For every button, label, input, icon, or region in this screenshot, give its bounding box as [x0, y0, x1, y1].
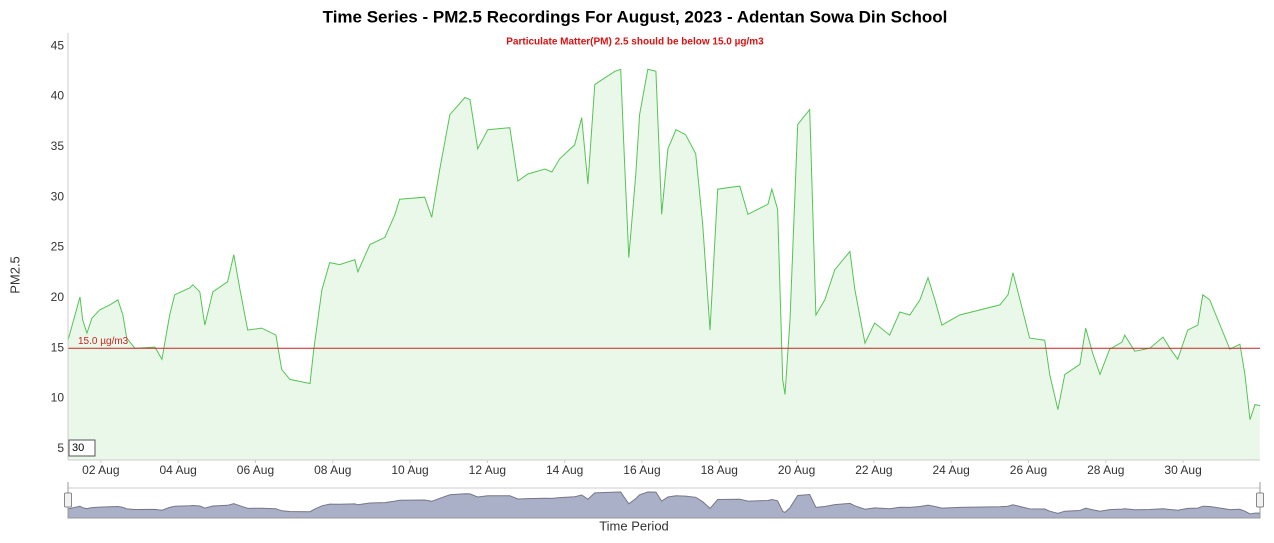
x-tick-label: 26 Aug — [1010, 463, 1047, 477]
x-tick-label: 10 Aug — [391, 463, 428, 477]
range-box[interactable] — [68, 439, 96, 457]
y-tick-label: 10 — [51, 391, 65, 405]
y-axis-label: PM2.5 — [7, 256, 22, 294]
x-tick-label: 22 Aug — [855, 463, 892, 477]
x-tick-label: 30 Aug — [1164, 463, 1201, 477]
y-tick-label: 35 — [51, 139, 65, 153]
area — [68, 69, 1260, 461]
y-tick-label: 30 — [51, 189, 65, 203]
x-tick-label: 02 Aug — [82, 463, 119, 477]
x-tick-label: 16 Aug — [623, 463, 660, 477]
navigator-handle[interactable] — [64, 492, 72, 508]
x-tick-label: 08 Aug — [314, 463, 351, 477]
navigator-handle[interactable] — [1256, 492, 1264, 508]
chart-subtitle: Particulate Matter(PM) 2.5 should be bel… — [506, 37, 764, 48]
y-tick-label: 15 — [51, 340, 65, 354]
x-tick-label: 18 Aug — [701, 463, 738, 477]
x-tick-label: 04 Aug — [159, 463, 196, 477]
x-axis-label: Time Period — [599, 518, 669, 533]
x-tick-label: 06 Aug — [237, 463, 274, 477]
navigator-area — [67, 491, 1261, 519]
x-tick-label: 24 Aug — [932, 463, 969, 477]
y-tick-label: 40 — [51, 89, 65, 103]
x-tick-label: 14 Aug — [546, 463, 583, 477]
range-box-text[interactable]: 30 — [72, 442, 84, 454]
threshold-label: 15.0 µg/m3 — [78, 336, 129, 347]
y-tick-label: 5 — [57, 441, 64, 455]
line — [67, 68, 1261, 420]
y-tick-label: 20 — [51, 290, 65, 304]
chart-title: Time Series - PM2.5 Recordings For Augus… — [323, 7, 948, 26]
x-tick-label: 12 Aug — [469, 463, 506, 477]
x-tick-label: 20 Aug — [778, 463, 815, 477]
y-tick-label: 45 — [51, 38, 65, 52]
x-tick-label: 28 Aug — [1087, 463, 1124, 477]
y-tick-label: 25 — [51, 240, 65, 254]
